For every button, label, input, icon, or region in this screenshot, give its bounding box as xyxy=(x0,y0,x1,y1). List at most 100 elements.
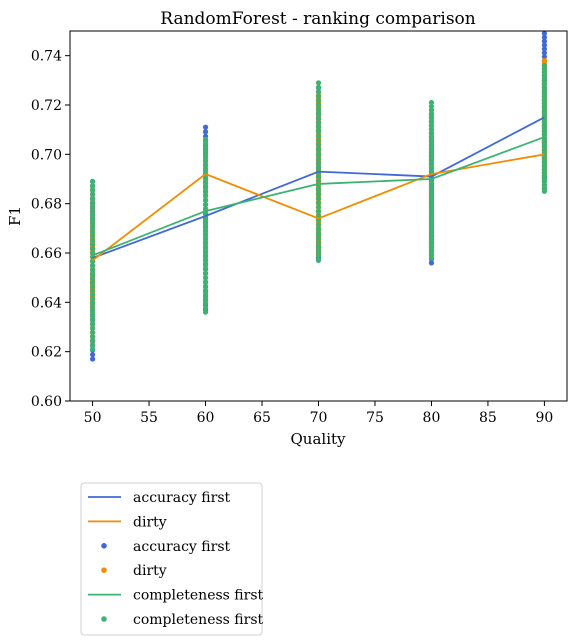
scatter-point xyxy=(428,185,435,191)
scatter-point xyxy=(202,309,209,315)
scatter-point xyxy=(315,111,322,117)
scatter-point xyxy=(428,200,435,207)
scatter-point xyxy=(315,173,322,179)
scatter-point xyxy=(202,240,209,246)
scatter-point xyxy=(202,236,209,242)
scatter-point xyxy=(315,120,322,126)
scatter-point xyxy=(89,317,96,323)
y-axis-label: F1 xyxy=(6,206,24,226)
scatter-point xyxy=(202,167,209,173)
scatter-point xyxy=(541,50,548,56)
scatter-point xyxy=(89,356,96,362)
scatter-point xyxy=(315,208,322,215)
scatter-point xyxy=(428,162,435,168)
scatter-point xyxy=(315,257,322,263)
scatter-point xyxy=(428,243,435,249)
scatter-point xyxy=(541,58,548,64)
scatter-point xyxy=(89,313,96,319)
scatter-point xyxy=(428,232,435,238)
scatter-point xyxy=(541,54,548,60)
series-line xyxy=(92,153,545,262)
scatter-point xyxy=(202,253,209,259)
scatter-point xyxy=(428,99,435,106)
scatter-point xyxy=(428,224,435,230)
scatter-point xyxy=(202,184,209,190)
legend-label: dirty xyxy=(133,514,167,530)
scatter-series xyxy=(89,62,548,352)
scatter-point xyxy=(202,231,209,238)
scatter-point xyxy=(89,338,96,344)
series-line xyxy=(92,116,545,259)
scatter-point xyxy=(428,260,435,266)
y-tick-label: 0.72 xyxy=(31,98,62,114)
y-tick-label: 0.70 xyxy=(31,147,62,163)
scatter-point xyxy=(202,193,209,199)
scatter-point xyxy=(202,154,209,160)
x-axis-label: Quality xyxy=(291,430,347,448)
scatter-point xyxy=(202,129,209,135)
scatter-point xyxy=(315,84,322,90)
scatter-point xyxy=(428,193,435,199)
scatter-point xyxy=(202,145,209,151)
scatter-point xyxy=(89,304,96,310)
scatter-point xyxy=(89,262,96,268)
scatter-point xyxy=(428,150,435,156)
scatter-point xyxy=(89,283,96,289)
scatter-point xyxy=(541,34,548,40)
scatter-point xyxy=(89,279,96,285)
scatter-point xyxy=(428,255,435,261)
x-tick-label: 75 xyxy=(366,410,384,426)
legend-entry: dirty xyxy=(88,514,167,530)
scatter-point xyxy=(315,226,322,232)
scatter-point xyxy=(202,149,209,156)
scatter-point xyxy=(428,216,435,222)
scatter-point xyxy=(428,220,435,226)
legend-entry: completeness first xyxy=(88,588,264,604)
scatter-point xyxy=(89,187,96,193)
scatter-point xyxy=(315,235,322,241)
legend-label: dirty xyxy=(133,563,167,579)
scatter-point xyxy=(89,241,96,247)
scatter-point xyxy=(202,296,209,302)
scatter-point xyxy=(202,197,209,203)
y-tick-label: 0.68 xyxy=(31,197,62,213)
scatter-point xyxy=(202,227,209,233)
scatter-point xyxy=(202,262,209,268)
scatter-point xyxy=(541,30,548,37)
x-tick-label: 90 xyxy=(535,410,553,426)
scatter-point xyxy=(541,46,548,52)
x-tick-label: 80 xyxy=(423,410,441,426)
x-tick-label: 70 xyxy=(310,410,328,426)
chart-title: RandomForest - ranking comparison xyxy=(160,9,476,29)
scatter-point xyxy=(89,329,96,336)
scatter-point xyxy=(89,287,96,294)
scatter-point xyxy=(202,180,209,186)
x-tick-label: 65 xyxy=(253,410,271,426)
legend-label: completeness first xyxy=(133,612,264,628)
scatter-point xyxy=(428,115,435,121)
series-line xyxy=(92,136,545,257)
scatter-point xyxy=(315,80,322,86)
scatter-point xyxy=(89,237,96,243)
scatter-point xyxy=(315,124,322,130)
scatter-point xyxy=(315,142,322,148)
scatter-point xyxy=(202,223,209,229)
scatter-point xyxy=(202,266,209,272)
scatter-point xyxy=(428,228,435,234)
scatter-point xyxy=(202,175,209,181)
scatter-point xyxy=(89,204,96,210)
legend: accuracy first dirty accuracy first dirty co… xyxy=(80,482,264,636)
scatter-point xyxy=(428,235,435,242)
scatter-point xyxy=(315,217,322,224)
scatter-point xyxy=(89,216,96,222)
legend-frame xyxy=(80,482,263,636)
scatter-point xyxy=(428,111,435,117)
y-tick-label: 0.66 xyxy=(31,246,62,262)
scatter-point xyxy=(89,266,96,273)
scatter-point xyxy=(428,208,435,214)
scatter-point xyxy=(202,141,209,147)
y-tick-label: 0.74 xyxy=(31,49,62,65)
scatter-point xyxy=(202,244,209,251)
scatter-point xyxy=(428,204,435,211)
scatter-point xyxy=(89,308,96,315)
